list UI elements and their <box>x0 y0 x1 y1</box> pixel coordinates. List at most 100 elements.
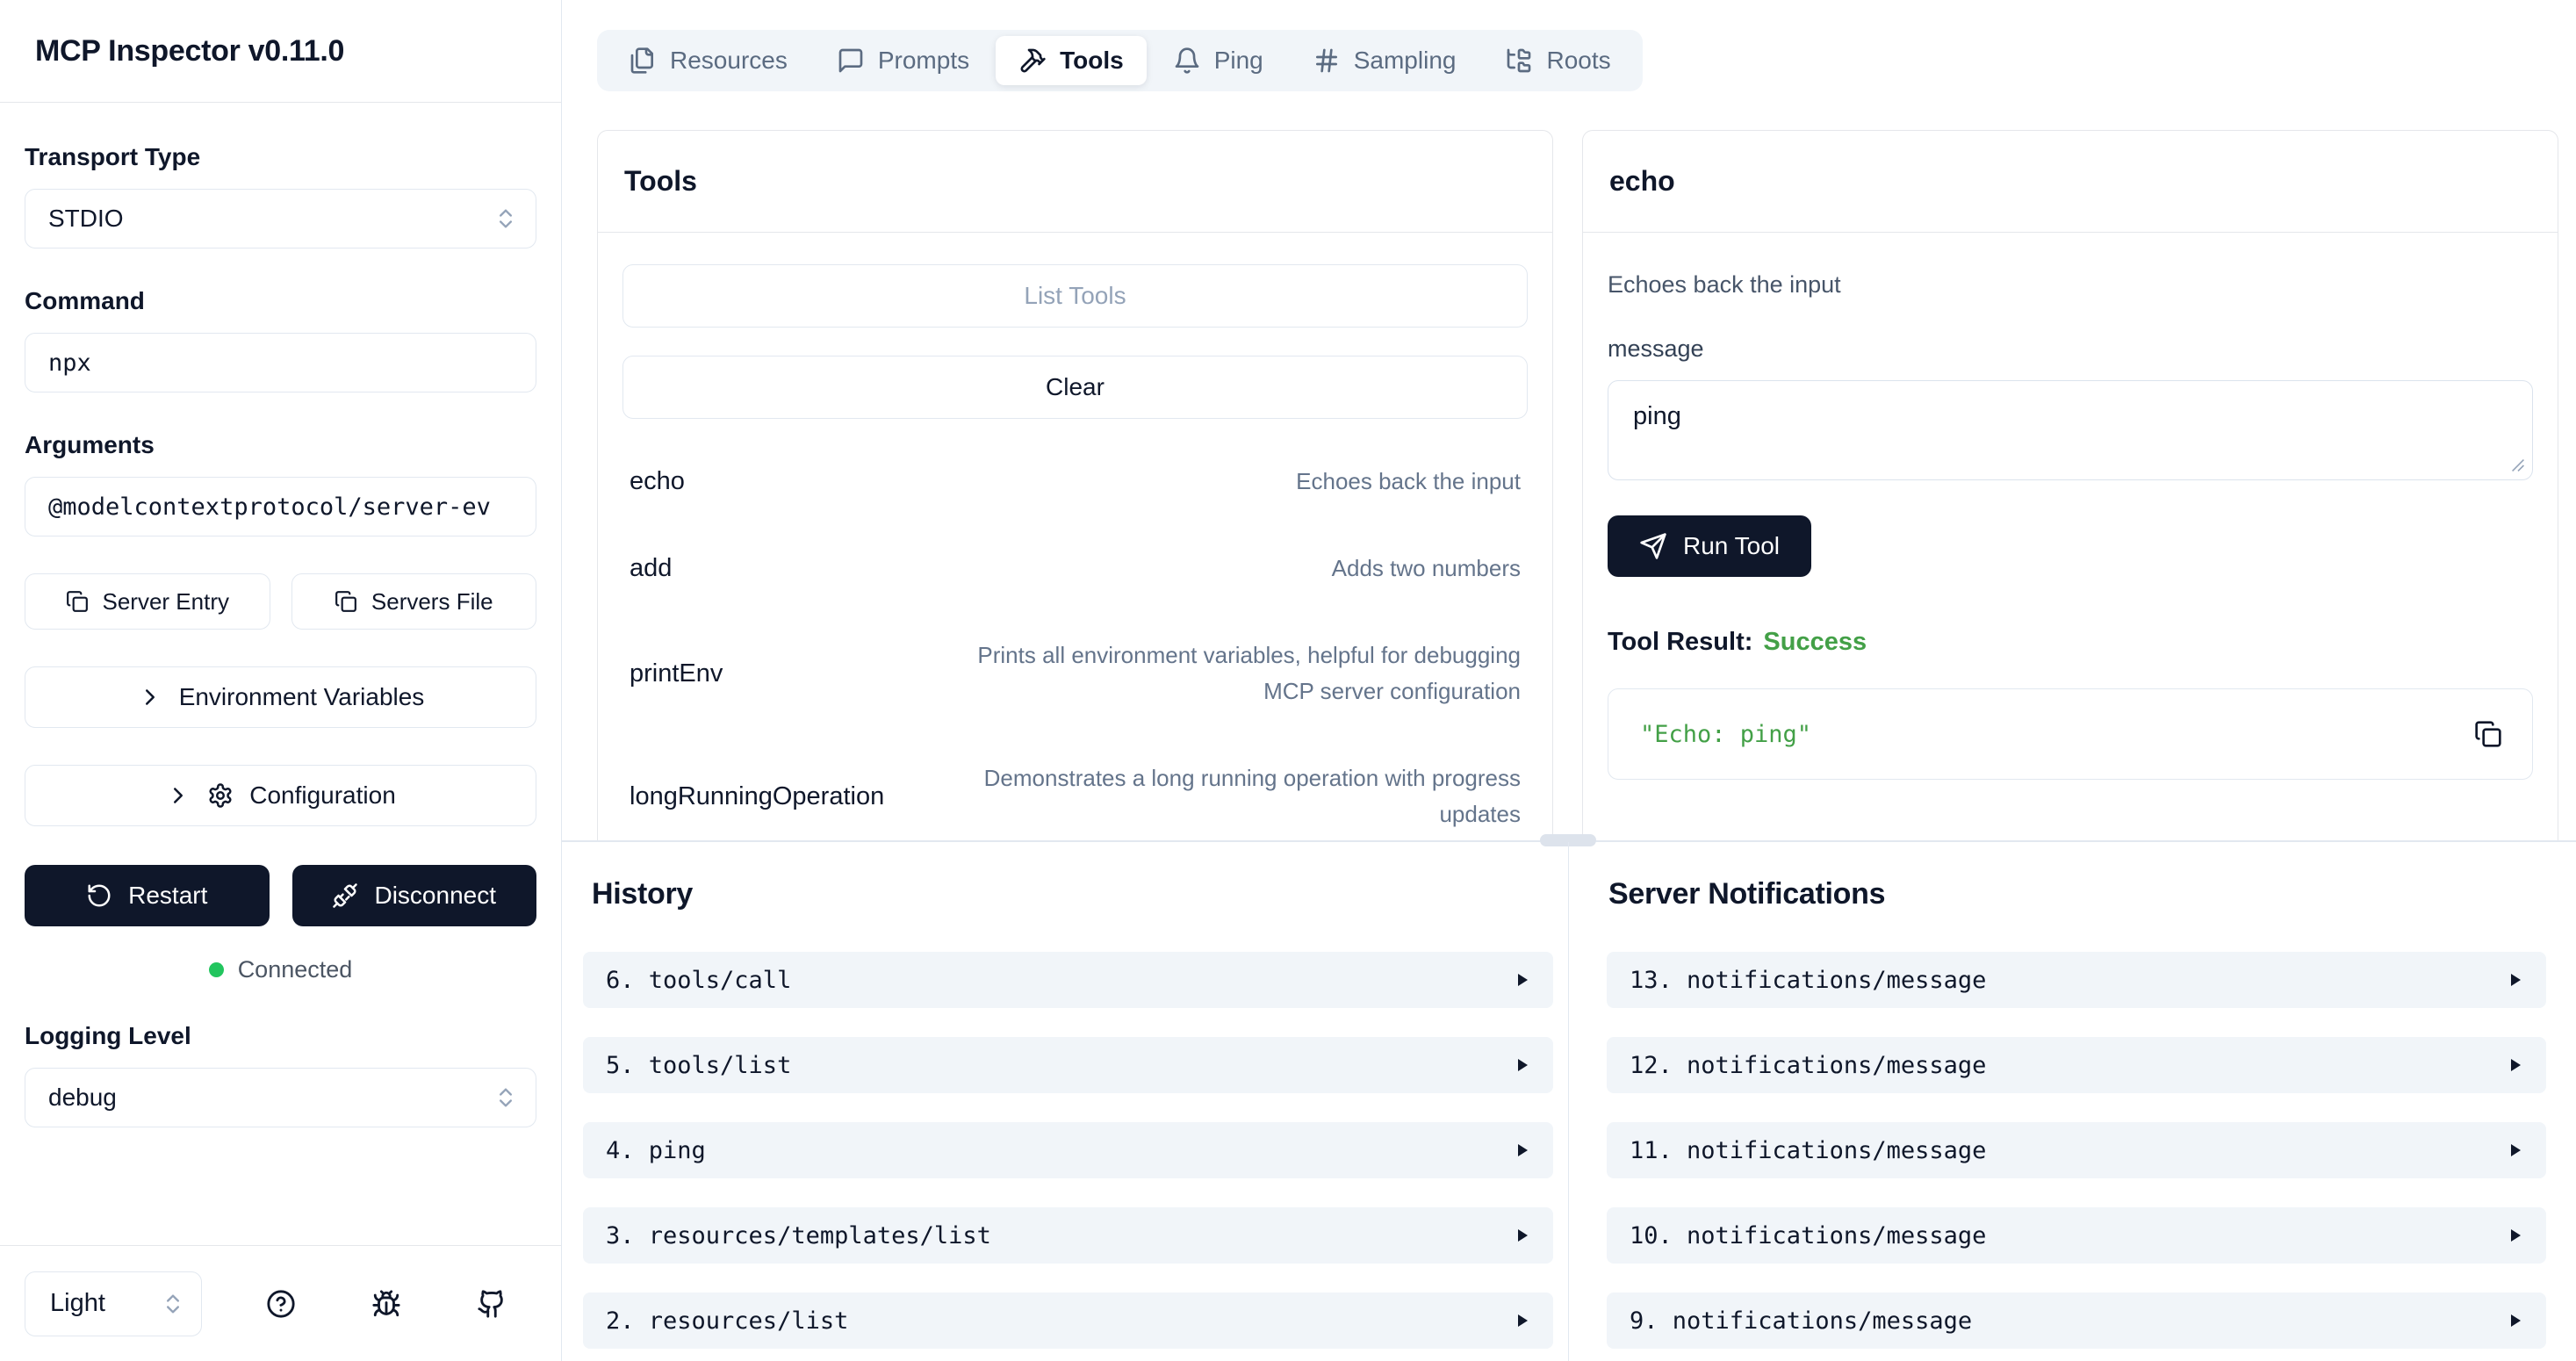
tab-ping[interactable]: Ping <box>1150 36 1286 85</box>
server-entry-button[interactable]: Server Entry <box>25 573 270 630</box>
servers-file-button[interactable]: Servers File <box>291 573 536 630</box>
tool-result-value: "Echo: ping" <box>1640 720 1812 748</box>
param-message-textarea[interactable]: ping <box>1608 380 2533 480</box>
tool-name: echo <box>630 467 685 496</box>
notification-item-label: 12. notifications/message <box>1630 1051 1987 1079</box>
send-icon <box>1640 533 1666 559</box>
bug-icon[interactable] <box>371 1289 401 1319</box>
notification-item[interactable]: 11. notifications/message <box>1607 1122 2546 1178</box>
notification-item-label: 13. notifications/message <box>1630 966 1987 994</box>
environment-variables-button[interactable]: Environment Variables <box>25 666 536 728</box>
history-item-label: 2. resources/list <box>606 1307 849 1335</box>
connection-status-text: Connected <box>237 956 353 983</box>
history-item[interactable]: 4. ping <box>583 1122 1553 1178</box>
configuration-button[interactable]: Configuration <box>25 765 536 826</box>
clear-tools-button[interactable]: Clear <box>622 356 1528 419</box>
connection-status: Connected <box>25 956 536 983</box>
command-input[interactable]: npx <box>25 333 536 392</box>
configuration-label: Configuration <box>249 781 396 809</box>
tool-result-status: Success <box>1763 628 1867 656</box>
files-icon <box>630 47 653 74</box>
history-item-label: 4. ping <box>606 1136 706 1164</box>
history-item[interactable]: 5. tools/list <box>583 1037 1553 1093</box>
tools-panel-body: List Tools Clear echo Echoes back the in… <box>598 233 1552 841</box>
expand-arrow-icon <box>2511 974 2521 986</box>
run-tool-label: Run Tool <box>1683 532 1781 559</box>
tool-description: Adds two numbers <box>1331 555 1521 582</box>
folder-tree-icon <box>1507 48 1531 73</box>
tab-sampling[interactable]: Sampling <box>1290 36 1479 85</box>
notification-item[interactable]: 13. notifications/message <box>1607 952 2546 1008</box>
notification-item[interactable]: 9. notifications/message <box>1607 1293 2546 1349</box>
history-item[interactable]: 3. resources/templates/list <box>583 1207 1553 1264</box>
history-title: History <box>592 877 694 911</box>
sidebar: MCP Inspector v0.11.0 Transport Type STD… <box>0 0 562 1361</box>
tool-detail-panel: echo Echoes back the input message ping … <box>1582 130 2558 841</box>
hammer-icon <box>1020 48 1046 73</box>
run-tool-button[interactable]: Run Tool <box>1608 515 1812 577</box>
tab-label: Tools <box>1060 47 1124 74</box>
command-value: npx <box>48 349 91 377</box>
tab-prompts[interactable]: Prompts <box>814 36 992 85</box>
tool-list-item-add[interactable]: add Adds two numbers <box>622 525 1528 612</box>
tools-panel-title: Tools <box>598 131 1552 233</box>
list-tools-button[interactable]: List Tools <box>622 264 1528 328</box>
github-icon[interactable] <box>477 1289 507 1319</box>
arguments-input[interactable]: @modelcontextprotocol/server-ev <box>25 477 536 536</box>
chevrons-up-down-icon <box>500 209 512 228</box>
history-item[interactable]: 2. resources/list <box>583 1293 1553 1349</box>
expand-arrow-icon <box>2511 1144 2521 1156</box>
copy-result-button[interactable] <box>2471 717 2506 752</box>
command-label: Command <box>25 287 145 314</box>
expand-arrow-icon <box>2511 1059 2521 1071</box>
restart-label: Restart <box>128 882 208 909</box>
pane-resize-handle[interactable] <box>1540 834 1596 846</box>
tool-list-item-printenv[interactable]: printEnv Prints all environment variable… <box>622 612 1528 735</box>
transport-type-label: Transport Type <box>25 143 201 170</box>
tool-result-box: "Echo: ping" <box>1608 688 2533 780</box>
transport-type-select[interactable]: STDIO <box>25 189 536 248</box>
notification-item-label: 10. notifications/message <box>1630 1221 1987 1249</box>
notification-item[interactable]: 12. notifications/message <box>1607 1037 2546 1093</box>
history-item-label: 5. tools/list <box>606 1051 792 1079</box>
tab-label: Prompts <box>877 47 970 74</box>
tab-label: Roots <box>1546 47 1611 74</box>
theme-select[interactable]: Light <box>25 1271 202 1336</box>
notification-item-label: 11. notifications/message <box>1630 1136 1987 1164</box>
tool-name: add <box>630 554 673 583</box>
tab-tools[interactable]: Tools <box>996 36 1147 85</box>
sidebar-footer: Light <box>0 1245 561 1361</box>
resize-handle-icon[interactable] <box>2511 458 2525 472</box>
server-notifications-title: Server Notifications <box>1608 877 1886 911</box>
transport-type-value: STDIO <box>48 205 124 232</box>
notification-item-label: 9. notifications/message <box>1630 1307 1973 1335</box>
logging-level-select[interactable]: debug <box>25 1068 536 1127</box>
tool-name: longRunningOperation <box>630 781 885 810</box>
restart-button[interactable]: Restart <box>25 865 270 926</box>
expand-arrow-icon <box>1518 974 1528 986</box>
arguments-value: @modelcontextprotocol/server-ev <box>48 493 491 521</box>
tab-label: Sampling <box>1353 47 1457 74</box>
tab-roots[interactable]: Roots <box>1482 36 1633 85</box>
tool-list-item-echo[interactable]: echo Echoes back the input <box>622 438 1528 525</box>
copy-icon <box>335 591 356 612</box>
tool-detail-title: echo <box>1583 131 2558 233</box>
expand-arrow-icon <box>1518 1144 1528 1156</box>
tool-list-item-longrunningoperation[interactable]: longRunningOperation Demonstrates a long… <box>622 735 1528 841</box>
help-icon[interactable] <box>266 1289 296 1319</box>
tool-name: printEnv <box>630 659 723 688</box>
environment-variables-label: Environment Variables <box>178 683 425 710</box>
param-message-value: ping <box>1633 402 1681 430</box>
tab-bar: Resources Prompts Tools Ping Sampling Ro… <box>597 30 1643 91</box>
history-item[interactable]: 6. tools/call <box>583 952 1553 1008</box>
history-item-label: 6. tools/call <box>606 966 792 994</box>
tool-result-line: Tool Result: Success <box>1608 628 2533 657</box>
expand-arrow-icon <box>2511 1229 2521 1242</box>
notification-item[interactable]: 10. notifications/message <box>1607 1207 2546 1264</box>
tab-resources[interactable]: Resources <box>606 36 810 85</box>
logging-level-label: Logging Level <box>25 1022 191 1049</box>
chevron-right-icon <box>145 689 155 705</box>
disconnect-button[interactable]: Disconnect <box>291 865 536 926</box>
vertical-pane-divider <box>1568 842 1569 1361</box>
sidebar-header: MCP Inspector v0.11.0 <box>0 0 561 103</box>
